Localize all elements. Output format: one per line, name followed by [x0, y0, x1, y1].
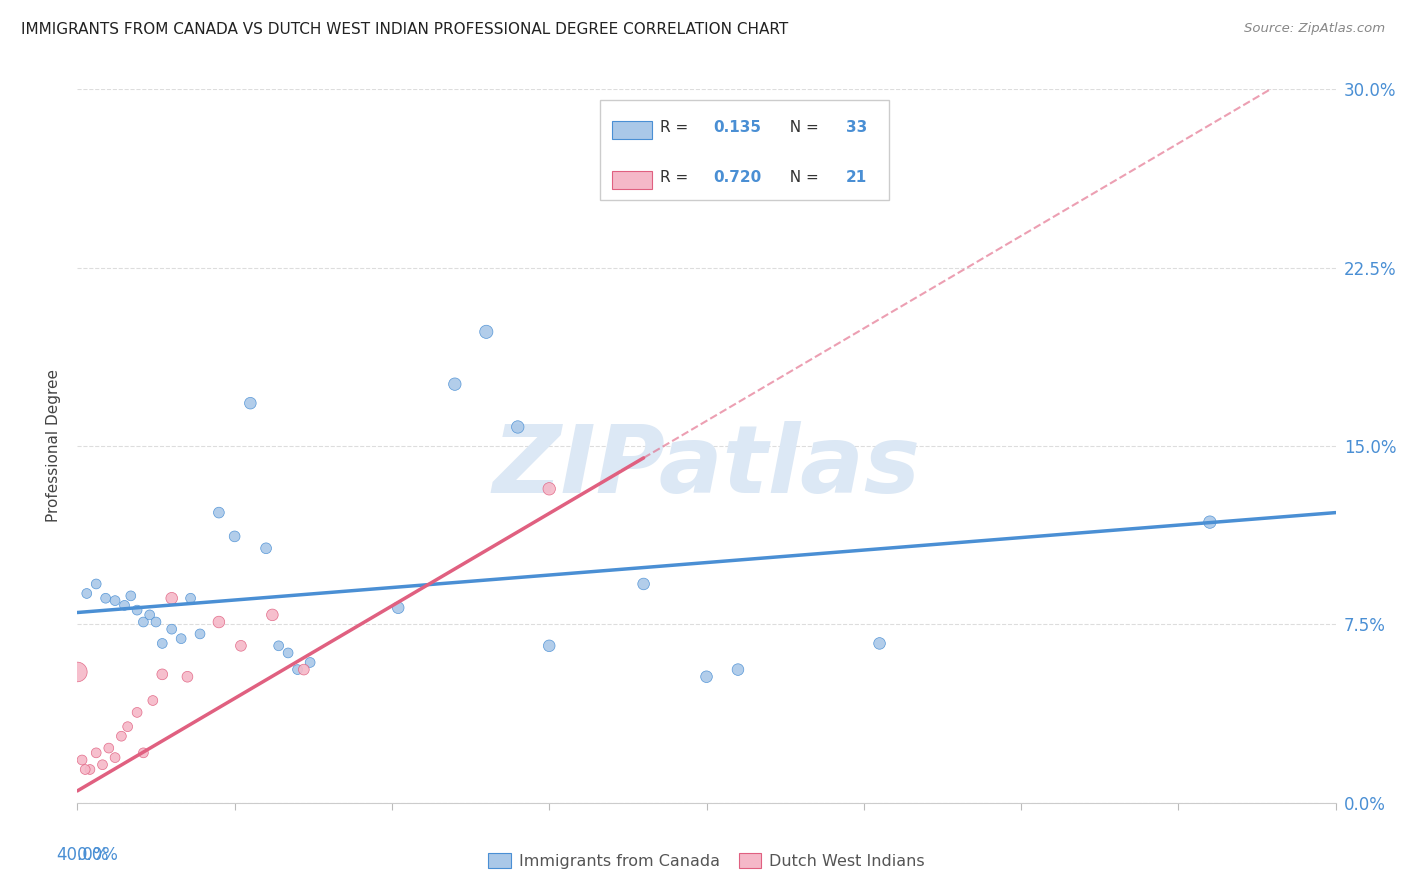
Text: N =: N =	[779, 120, 823, 135]
Point	[97, 741, 120, 756]
Point	[76, 586, 98, 600]
Point	[262, 607, 284, 622]
Point	[84, 746, 107, 760]
Text: 40.0%: 40.0%	[56, 846, 108, 863]
Point	[506, 420, 529, 434]
Point	[277, 646, 299, 660]
Point	[239, 396, 262, 410]
Point	[444, 377, 467, 392]
Point	[127, 706, 149, 720]
Text: N =: N =	[779, 169, 823, 185]
Point	[104, 750, 127, 764]
Point	[292, 663, 315, 677]
Point	[208, 506, 231, 520]
Point	[538, 639, 561, 653]
Text: R =: R =	[659, 120, 693, 135]
Point	[150, 667, 173, 681]
Point	[142, 693, 165, 707]
Point	[132, 615, 155, 629]
Point	[299, 656, 322, 670]
Point	[538, 482, 561, 496]
Point	[75, 763, 97, 777]
Text: 0.720: 0.720	[713, 169, 761, 185]
Point	[188, 627, 211, 641]
Point	[91, 757, 114, 772]
Point	[633, 577, 655, 591]
Point	[120, 589, 142, 603]
Point	[145, 615, 167, 629]
Point	[79, 763, 101, 777]
FancyBboxPatch shape	[599, 100, 889, 200]
Point	[114, 599, 136, 613]
Point	[1199, 515, 1222, 529]
Point	[117, 720, 139, 734]
Point	[696, 670, 718, 684]
Point	[84, 577, 107, 591]
Point	[70, 753, 93, 767]
Point	[138, 607, 160, 622]
Point	[224, 529, 246, 543]
Point	[170, 632, 193, 646]
Text: 0.0%: 0.0%	[77, 846, 120, 863]
Text: ZIPatlas: ZIPatlas	[492, 421, 921, 514]
Point	[254, 541, 277, 556]
Text: 21: 21	[846, 169, 868, 185]
Point	[869, 636, 891, 650]
Point	[150, 636, 173, 650]
FancyBboxPatch shape	[612, 171, 652, 189]
FancyBboxPatch shape	[612, 121, 652, 139]
Point	[104, 593, 127, 607]
Point	[127, 603, 149, 617]
Point	[160, 622, 183, 636]
Point	[132, 746, 155, 760]
Point	[727, 663, 749, 677]
Point	[475, 325, 498, 339]
Point	[208, 615, 231, 629]
Point	[180, 591, 202, 606]
Text: 0.135: 0.135	[713, 120, 761, 135]
Text: IMMIGRANTS FROM CANADA VS DUTCH WEST INDIAN PROFESSIONAL DEGREE CORRELATION CHAR: IMMIGRANTS FROM CANADA VS DUTCH WEST IND…	[21, 22, 789, 37]
Point	[160, 591, 183, 606]
Point	[176, 670, 198, 684]
Text: Source: ZipAtlas.com: Source: ZipAtlas.com	[1244, 22, 1385, 36]
Text: R =: R =	[659, 169, 693, 185]
Point	[287, 663, 309, 677]
Text: 33: 33	[846, 120, 868, 135]
Point	[110, 729, 132, 743]
Point	[267, 639, 290, 653]
Y-axis label: Professional Degree: Professional Degree	[46, 369, 62, 523]
Point	[229, 639, 252, 653]
Legend: Immigrants from Canada, Dutch West Indians: Immigrants from Canada, Dutch West India…	[481, 845, 932, 877]
Point	[66, 665, 89, 679]
Point	[387, 600, 409, 615]
Point	[94, 591, 117, 606]
